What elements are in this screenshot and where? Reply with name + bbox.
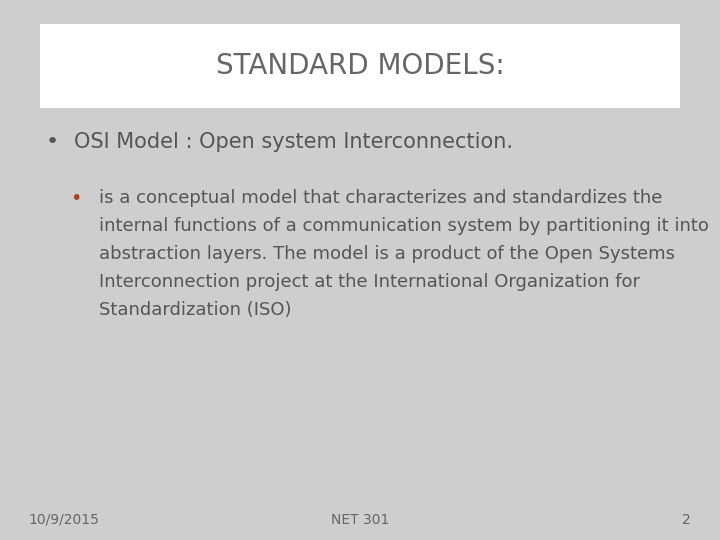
Text: internal functions of a communication system by partitioning it into: internal functions of a communication sy… [99, 217, 709, 235]
Text: abstraction layers. The model is a product of the Open Systems: abstraction layers. The model is a produ… [99, 245, 675, 263]
Text: is a conceptual model that characterizes and standardizes the: is a conceptual model that characterizes… [99, 189, 662, 207]
Text: NET 301: NET 301 [330, 512, 390, 526]
Text: OSI Model : Open system Interconnection.: OSI Model : Open system Interconnection. [74, 132, 513, 152]
Text: 2: 2 [683, 512, 691, 526]
Text: STANDARD MODELS:: STANDARD MODELS: [215, 52, 505, 80]
FancyBboxPatch shape [40, 24, 680, 108]
Text: •: • [71, 189, 82, 208]
Text: Interconnection project at the International Organization for: Interconnection project at the Internati… [99, 273, 640, 291]
Text: •: • [45, 132, 58, 152]
Text: Standardization (ISO): Standardization (ISO) [99, 301, 292, 319]
Text: 10/9/2015: 10/9/2015 [29, 512, 99, 526]
